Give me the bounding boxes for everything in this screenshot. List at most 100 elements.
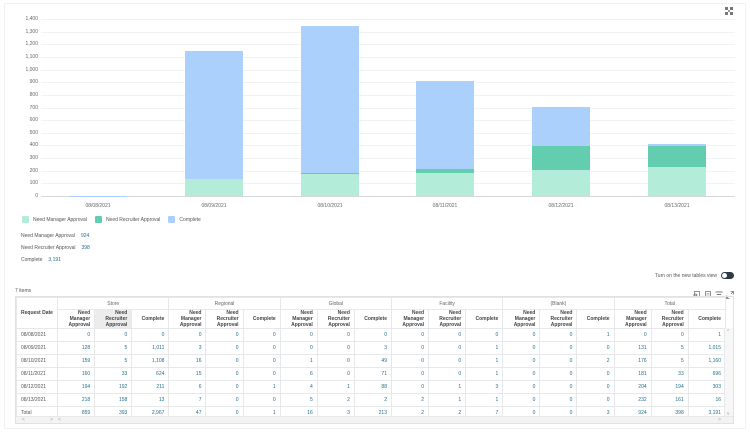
table-cell[interactable]: 6: [168, 380, 207, 394]
table-cell[interactable]: 159: [57, 354, 96, 368]
table-cell[interactable]: 192: [94, 380, 133, 394]
table-cell[interactable]: 0: [316, 328, 355, 342]
table-cell[interactable]: 1,011: [131, 341, 170, 355]
table-cell[interactable]: 0: [428, 328, 467, 342]
scroll-up-icon[interactable]: ^: [727, 329, 730, 335]
table-cell[interactable]: 6: [279, 367, 318, 381]
table-cell[interactable]: 0: [539, 393, 578, 407]
table-cell[interactable]: 71: [353, 367, 392, 381]
column-header[interactable]: Need Recruiter Approval: [539, 309, 578, 329]
table-cell[interactable]: 0: [576, 367, 615, 381]
table-cell[interactable]: 1: [316, 380, 355, 394]
bar-segment[interactable]: [532, 145, 590, 171]
bar-segment[interactable]: [185, 178, 243, 180]
table-cell[interactable]: 33: [94, 367, 133, 381]
table-cell[interactable]: 15: [168, 367, 207, 381]
table-cell[interactable]: 0: [94, 328, 133, 342]
table-cell[interactable]: 204: [613, 380, 652, 394]
table-cell[interactable]: 1: [576, 328, 615, 342]
table-cell[interactable]: 0: [242, 393, 281, 407]
horizontal-scrollbar[interactable]: < > < >: [16, 416, 733, 423]
stacked-bar[interactable]: [185, 50, 243, 196]
table-cell[interactable]: 0: [390, 328, 430, 342]
summary-value[interactable]: 924: [80, 233, 90, 239]
table-cell[interactable]: 176: [613, 354, 652, 368]
bar-segment[interactable]: [648, 146, 706, 167]
table-cell[interactable]: 1,108: [131, 354, 170, 368]
bar-segment[interactable]: [185, 50, 243, 179]
table-cell[interactable]: 0: [242, 341, 281, 355]
column-header[interactable]: Need Manager Approval: [279, 309, 318, 329]
table-cell[interactable]: 0: [205, 328, 244, 342]
column-header[interactable]: Need Recruiter Approval: [428, 309, 467, 329]
table-cell[interactable]: 0: [242, 354, 281, 368]
table-cell[interactable]: 1,015: [687, 341, 727, 355]
table-cell[interactable]: 0: [353, 328, 392, 342]
stacked-bar[interactable]: [648, 144, 706, 196]
table-cell[interactable]: 0: [502, 367, 541, 381]
bar-segment[interactable]: [416, 80, 474, 169]
table-cell[interactable]: 16: [687, 393, 727, 407]
column-header[interactable]: Complete: [576, 309, 615, 329]
scroll-left-icon[interactable]: <: [22, 417, 25, 423]
table-cell[interactable]: 0: [539, 354, 578, 368]
column-header[interactable]: Need Manager Approval: [57, 309, 96, 329]
table-cell[interactable]: 1: [465, 354, 504, 368]
bar-segment[interactable]: [532, 107, 590, 146]
summary-value[interactable]: 398: [81, 245, 90, 251]
table-cell[interactable]: 696: [687, 367, 727, 381]
table-cell[interactable]: 232: [613, 393, 652, 407]
table-cell[interactable]: 211: [131, 380, 170, 394]
table-cell[interactable]: 0: [539, 341, 578, 355]
table-cell[interactable]: 194: [650, 380, 689, 394]
stacked-bar[interactable]: [532, 107, 590, 196]
table-cell[interactable]: 1: [687, 328, 727, 342]
grid-view-icon[interactable]: [725, 7, 733, 15]
table-cell[interactable]: 1: [465, 393, 504, 407]
bar-segment[interactable]: [648, 144, 706, 147]
table-cell[interactable]: 2: [390, 393, 430, 407]
bar-segment[interactable]: [416, 173, 474, 196]
new-tables-view-toggle[interactable]: [721, 272, 734, 279]
document-icon[interactable]: [704, 286, 712, 299]
legend-item[interactable]: Need Recruiter Approval: [94, 216, 160, 223]
table-cell[interactable]: 4: [279, 380, 318, 394]
bar-segment[interactable]: [301, 173, 359, 174]
table-cell[interactable]: 5: [650, 341, 689, 355]
table-cell[interactable]: 0: [539, 367, 578, 381]
table-cell[interactable]: 13: [131, 393, 170, 407]
scroll-right-icon[interactable]: >: [50, 417, 53, 423]
table-cell[interactable]: 0: [428, 341, 467, 355]
scroll-down-icon[interactable]: v: [727, 411, 730, 417]
table-cell[interactable]: 2: [353, 393, 392, 407]
table-cell[interactable]: 131: [613, 341, 652, 355]
column-header[interactable]: Complete: [242, 309, 281, 329]
summary-value[interactable]: 3,191: [48, 257, 61, 263]
table-cell[interactable]: 0: [390, 341, 430, 355]
table-cell[interactable]: 0: [390, 367, 430, 381]
table-cell[interactable]: 158: [94, 393, 133, 407]
table-cell[interactable]: 1,160: [687, 354, 727, 368]
table-cell[interactable]: 181: [613, 367, 652, 381]
table-cell[interactable]: 0: [428, 354, 467, 368]
table-cell[interactable]: 88: [353, 380, 392, 394]
table-cell[interactable]: 0: [131, 328, 170, 342]
table-cell[interactable]: 0: [390, 380, 430, 394]
column-header[interactable]: Need Recruiter Approval: [316, 309, 355, 329]
table-cell[interactable]: 0: [539, 328, 578, 342]
table-cell[interactable]: 5: [279, 393, 318, 407]
table-cell[interactable]: 0: [502, 354, 541, 368]
table-cell[interactable]: 1: [279, 354, 318, 368]
table-cell[interactable]: 1: [465, 341, 504, 355]
column-header[interactable]: Complete: [687, 309, 727, 329]
table-cell[interactable]: 0: [205, 354, 244, 368]
table-cell[interactable]: 0: [242, 367, 281, 381]
table-cell[interactable]: 7: [168, 393, 207, 407]
table-cell[interactable]: 161: [650, 393, 689, 407]
table-cell[interactable]: 33: [650, 367, 689, 381]
table-cell[interactable]: 0: [650, 328, 689, 342]
column-header-request-date[interactable]: Request Date: [16, 297, 59, 329]
table-cell[interactable]: 2: [316, 393, 355, 407]
table-cell[interactable]: 3: [465, 380, 504, 394]
column-header[interactable]: Complete: [131, 309, 170, 329]
